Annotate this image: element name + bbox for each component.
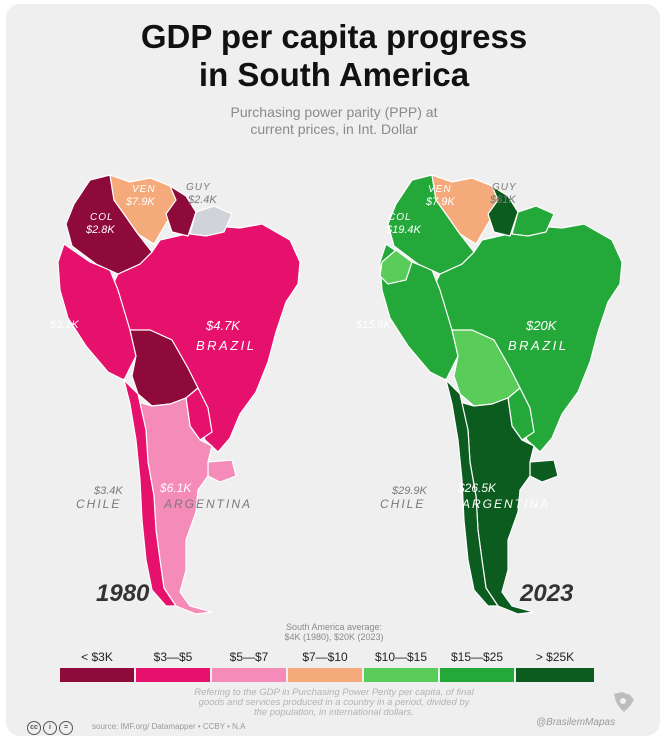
label-col-value-1980: $2.8K — [85, 224, 115, 236]
subtitle: Purchasing power parity (PPP) at current… — [0, 104, 668, 138]
footnote-line-2: goods and services produced in a country… — [198, 697, 470, 708]
label-guy-name-2023: GUY — [492, 182, 517, 193]
region-uruguay-2023 — [529, 459, 559, 483]
brand-handle: @BrasilemMapas — [536, 717, 616, 728]
source-note: source: IMF.org/ Datamapper • CCBY • N.A — [92, 722, 246, 731]
legend-item-5-7: $5—$7 — [212, 650, 286, 682]
region-guyana-1980 — [165, 184, 197, 237]
brasil-map-logo-icon — [614, 692, 634, 712]
label-guy-value-1980: $2.4K — [187, 194, 217, 206]
legend-label: $5—$7 — [229, 650, 269, 664]
cc-icon: cc — [27, 721, 41, 735]
license-icons: cc i = — [27, 716, 75, 735]
legend-item-10-15: $10—$15 — [364, 650, 438, 682]
legend-swatch — [136, 668, 210, 682]
legend-swatch — [288, 668, 362, 682]
legend-item-3-5: $3—$5 — [136, 650, 210, 682]
legend-swatch — [212, 668, 286, 682]
page-title: GDP per capita progress in South America — [0, 18, 668, 94]
average-line-2: $4K (1980), $20K (2023) — [284, 632, 384, 642]
legend-label: < $3K — [81, 650, 113, 664]
label-guy-value-2023: $61K — [489, 194, 516, 206]
label-chile-name-2023: CHILE — [380, 497, 425, 511]
label-arg-value-1980: $6.1K — [159, 481, 192, 495]
label-arg-name-2023: ARGENTINA — [461, 497, 550, 511]
legend-label: $7—$10 — [302, 650, 348, 664]
label-brazil-value-1980: $4.7K — [205, 318, 241, 333]
region-suriname-2023 — [511, 205, 555, 237]
subtitle-line-1: Purchasing power parity (PPP) at — [230, 104, 438, 120]
legend-swatch — [364, 668, 438, 682]
label-guy-name-1980: GUY — [186, 182, 211, 193]
label-chile-value-1980: $3.4K — [93, 485, 123, 497]
region-chile-1980 — [122, 378, 178, 607]
label-brazil-name-1980: BRAZIL — [196, 338, 257, 353]
footnote-line-1: Refering to the GDP in Purchasing Power … — [194, 687, 474, 698]
label-peru-value-2023: $15.8K — [355, 319, 392, 331]
title-line-2: in South America — [198, 56, 470, 93]
map-1980: VEN $7.9K GUY $2.4K COL $2.8K $3.1K $4.7… — [49, 174, 301, 615]
footnote-line-3: the population, in international dollars… — [253, 707, 415, 718]
legend-item-gt25: > $25K — [516, 650, 594, 682]
legend-item-15-25: $15—$25 — [440, 650, 514, 682]
label-ven-name-1980: VEN — [132, 184, 156, 195]
label-arg-value-2023: $26.5K — [457, 481, 497, 495]
title-line-1: GDP per capita progress — [140, 18, 528, 55]
subtitle-line-2: current prices, in Int. Dollar — [250, 121, 418, 137]
legend-item-lt3: < $3K — [60, 650, 134, 682]
legend-swatch — [516, 668, 594, 682]
footnote: Refering to the GDP in Purchasing Power … — [160, 688, 508, 718]
region-chile-2023 — [444, 378, 500, 607]
attribution-icon: i — [43, 721, 57, 735]
label-col-name-1980: COL — [90, 212, 114, 223]
legend-label: $15—$25 — [450, 650, 504, 664]
label-ven-value-2023: $7.9K — [425, 196, 455, 208]
year-label-1980: 1980 — [96, 580, 150, 607]
label-ven-value-1980: $7.9K — [125, 196, 155, 208]
average-line-1: South America average: — [285, 622, 383, 632]
year-label-2023: 2023 — [520, 580, 574, 607]
region-guyana-2023 — [487, 184, 519, 237]
label-chile-name-1980: CHILE — [76, 497, 121, 511]
label-col-value-2023: $19.4K — [385, 224, 422, 236]
average-note: South America average: $4K (1980), $20K … — [0, 622, 668, 642]
legend-swatch — [60, 668, 134, 682]
label-peru-value-1980: $3.1K — [49, 319, 79, 331]
label-brazil-name-2023: BRAZIL — [508, 338, 569, 353]
label-col-name-2023: COL — [388, 212, 412, 223]
region-ecuador-2023 — [379, 249, 413, 285]
region-uruguay-1980 — [207, 459, 237, 483]
legend-label: $10—$15 — [374, 650, 428, 664]
legend-swatch — [440, 668, 514, 682]
label-brazil-value-2023: $20K — [525, 318, 558, 333]
map-2023: VEN $7.9K GUY $61K COL $19.4K $15.8K $20… — [355, 174, 623, 615]
equals-icon: = — [59, 721, 73, 735]
label-arg-name-1980: ARGENTINA — [163, 497, 252, 511]
label-ven-name-2023: VEN — [428, 184, 452, 195]
legend: < $3K $3—$5 $5—$7 $7—$10 $10—$15 $15—$25… — [60, 650, 594, 682]
region-suriname-1980 — [189, 205, 233, 237]
label-chile-value-2023: $29.9K — [391, 485, 428, 497]
legend-item-7-10: $7—$10 — [288, 650, 362, 682]
legend-label: > $25K — [535, 650, 575, 664]
legend-label: $3—$5 — [153, 650, 193, 664]
